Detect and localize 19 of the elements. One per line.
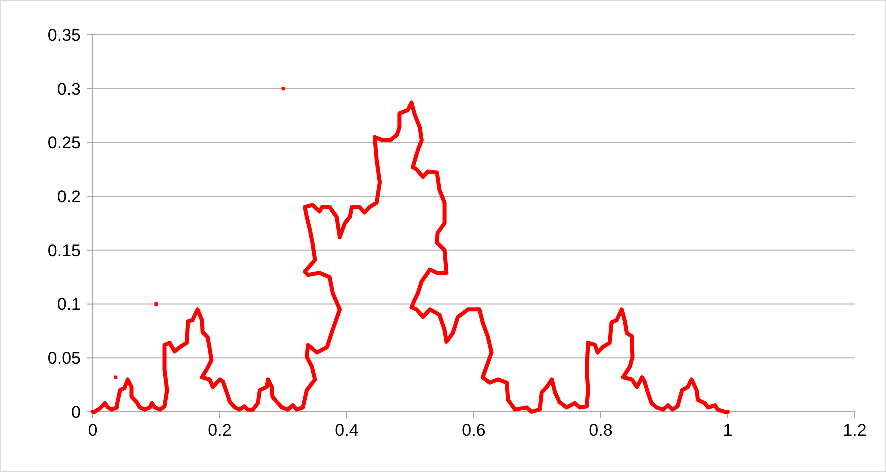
line-series	[91, 100, 730, 414]
y-tick-label: 0.3	[57, 80, 81, 99]
point	[114, 376, 118, 380]
x-tick-label: 0.2	[208, 421, 232, 440]
y-tick-label: 0.1	[57, 295, 81, 314]
y-tick-label: 0.2	[57, 188, 81, 207]
x-tick-label: 0.6	[462, 421, 486, 440]
y-tick-label: 0	[72, 402, 81, 422]
point	[154, 302, 158, 306]
point	[282, 87, 286, 91]
y-tick-label: 0.25	[48, 134, 81, 153]
y-tick-label: 0.15	[48, 241, 81, 260]
x-tick-label: 1	[723, 421, 733, 440]
y-tick-label: 0.35	[48, 26, 81, 45]
x-tick-label: 0	[88, 421, 98, 440]
y-tick-label: 0.05	[48, 349, 81, 368]
x-tick-label: 1.2	[843, 421, 867, 440]
x-tick-label: 0.8	[589, 421, 613, 440]
x-tick-label: 0.4	[335, 421, 359, 440]
